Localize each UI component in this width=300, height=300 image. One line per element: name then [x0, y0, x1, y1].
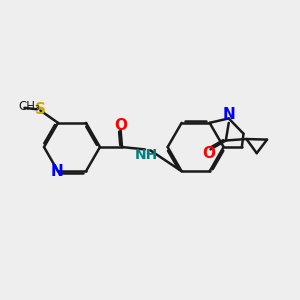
Text: S: S	[35, 102, 46, 117]
Text: N: N	[51, 164, 64, 179]
Text: CH₃: CH₃	[19, 100, 40, 113]
Text: N: N	[223, 107, 236, 122]
Text: O: O	[114, 118, 127, 134]
Text: O: O	[202, 146, 215, 161]
Text: NH: NH	[135, 148, 158, 162]
